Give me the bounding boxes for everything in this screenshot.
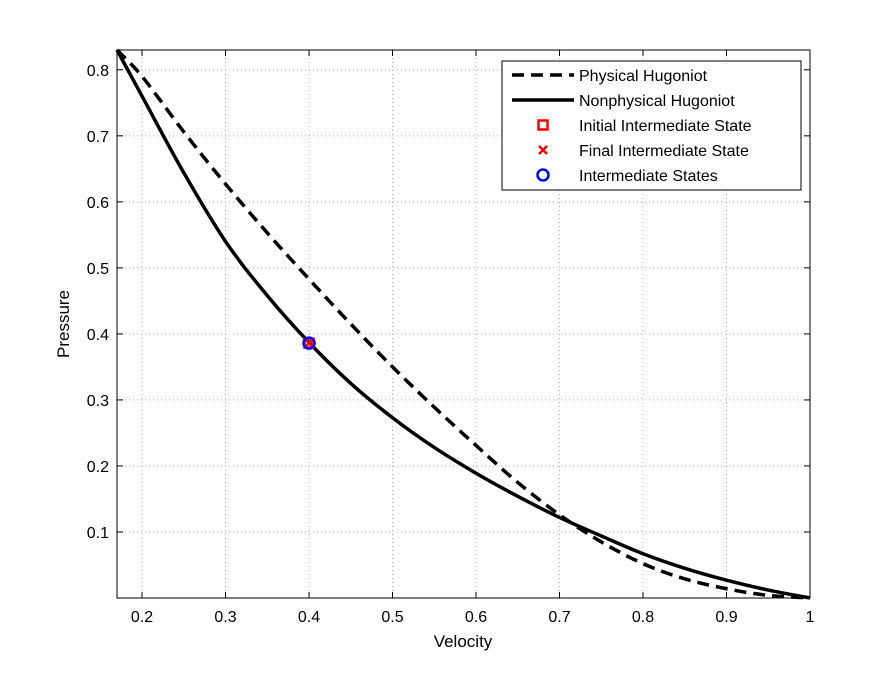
intermediate-states-marker bbox=[302, 336, 316, 350]
y-tick-label: 0.4 bbox=[87, 327, 109, 344]
legend-swatch-intermediate-states bbox=[536, 168, 550, 182]
x-tick-label: 0.3 bbox=[214, 609, 236, 626]
legend-entry-nonphysical-hugoniot: Nonphysical Hugoniot bbox=[512, 93, 735, 110]
legend-label: Final Intermediate State bbox=[579, 143, 749, 160]
legend-label: Initial Intermediate State bbox=[579, 118, 752, 135]
y-axis-label: Pressure bbox=[54, 290, 73, 358]
legend: Physical Hugoniot Nonphysical Hugoniot Ini… bbox=[501, 60, 802, 191]
legend-label: Physical Hugoniot bbox=[579, 68, 708, 85]
physical-hugoniot-line bbox=[115, 48, 811, 600]
x-tick-label: 1 bbox=[806, 609, 815, 626]
x-tick-label: 0.4 bbox=[298, 609, 320, 626]
legend-entry-intermediate-states: Intermediate States bbox=[536, 168, 718, 185]
series-layer bbox=[115, 48, 811, 600]
x-tick-label: 0.2 bbox=[131, 609, 153, 626]
legend-entry-initial-intermediate-state: Initial Intermediate State bbox=[537, 118, 752, 135]
x-tick-label: 0.6 bbox=[465, 609, 487, 626]
x-tick-label: 0.8 bbox=[632, 609, 654, 626]
legend-label: Intermediate States bbox=[579, 168, 718, 185]
plot-frame bbox=[116, 49, 811, 599]
y-tick-label: 0.8 bbox=[87, 63, 109, 80]
x-axis-label: Velocity bbox=[434, 632, 493, 651]
legend-entry-final-intermediate-state: Final Intermediate State bbox=[538, 143, 749, 160]
x-tick-label: 0.7 bbox=[548, 609, 570, 626]
y-tick-label: 0.7 bbox=[87, 129, 109, 146]
legend-label: Nonphysical Hugoniot bbox=[579, 93, 735, 110]
y-tick-label: 0.1 bbox=[87, 525, 109, 542]
legend-swatch-final-intermediate-state bbox=[538, 145, 548, 155]
nonphysical-hugoniot-line bbox=[115, 49, 811, 600]
legend-swatch-initial-intermediate-state bbox=[537, 119, 549, 131]
y-tick-label: 0.5 bbox=[87, 261, 109, 278]
x-tick-label: 0.9 bbox=[715, 609, 737, 626]
final-intermediate-state-marker bbox=[304, 338, 314, 349]
legend-entry-physical-hugoniot: Physical Hugoniot bbox=[512, 68, 708, 85]
x-tick-label: 0.5 bbox=[381, 609, 403, 626]
y-tick-label: 0.3 bbox=[87, 393, 109, 410]
y-tick-label: 0.2 bbox=[87, 459, 109, 476]
ticks-layer: 0.2 0.3 0.4 0.5 0.6 0.7 0.8 0.9 1 0.1 0.2 0.3 0.4 0.5… bbox=[87, 50, 815, 626]
y-tick-label: 0.6 bbox=[87, 195, 109, 212]
legend-box bbox=[501, 60, 802, 191]
